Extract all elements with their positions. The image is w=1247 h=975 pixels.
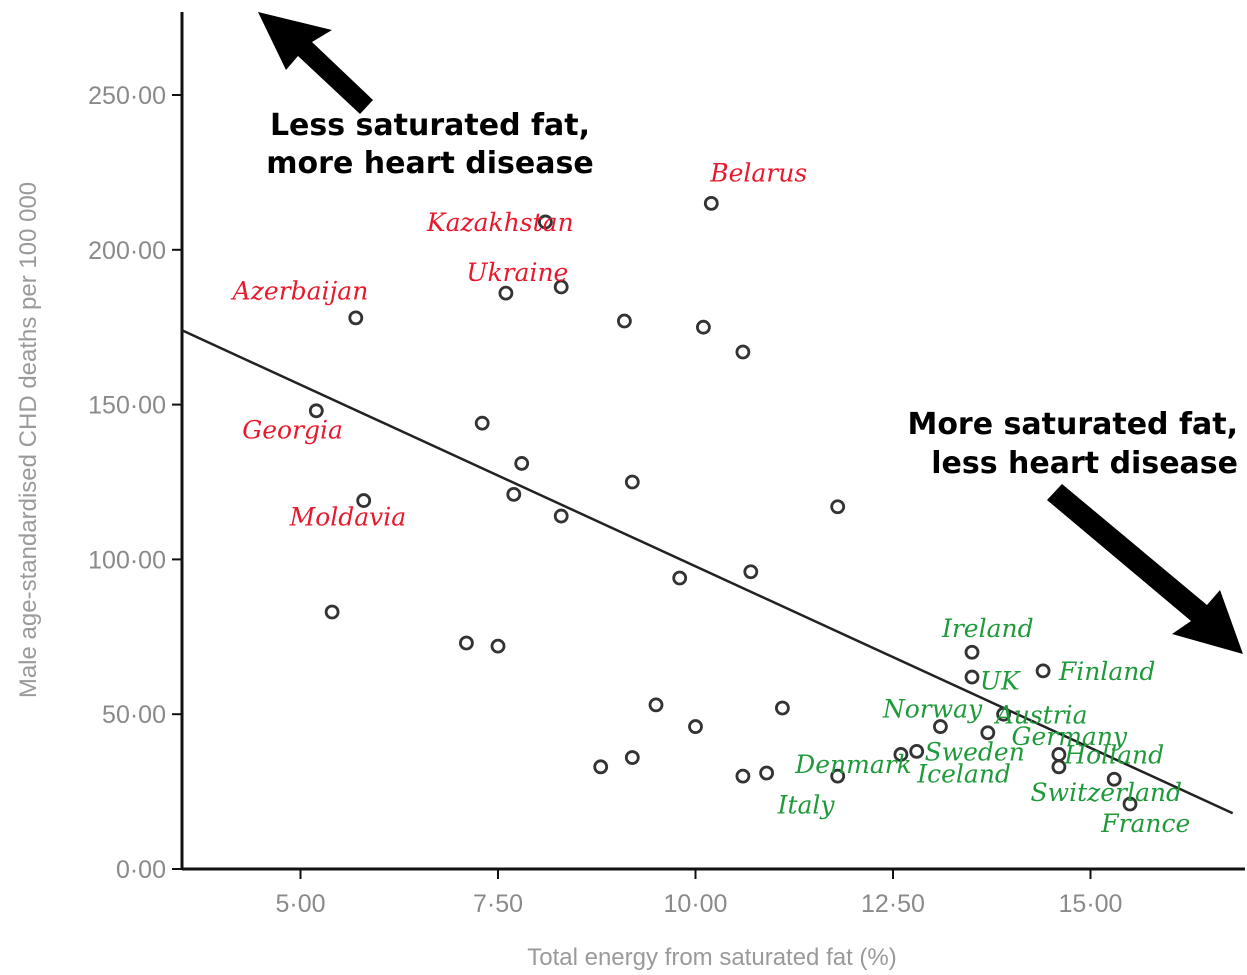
callout-more-fat-line2: less heart disease	[931, 446, 1238, 481]
data-point	[980, 725, 996, 741]
data-point	[324, 604, 340, 620]
data-points	[308, 195, 1138, 812]
country-label: Denmark	[794, 750, 912, 779]
data-point	[648, 697, 664, 713]
trend-line	[181, 329, 1234, 815]
x-axis-title: Total energy from saturated fat (%)	[527, 944, 897, 971]
chart-axes	[172, 12, 1245, 879]
y-tick-label: 200·00	[88, 237, 166, 265]
data-point	[1122, 796, 1138, 812]
data-point	[617, 313, 632, 329]
country-label: Finland	[1058, 657, 1155, 686]
data-point	[553, 279, 569, 295]
data-point	[688, 719, 703, 734]
data-point	[498, 285, 514, 301]
data-point	[490, 638, 506, 654]
callout-less-fat: Less saturated fat, more heart disease	[266, 108, 593, 181]
data-point	[356, 493, 372, 508]
data-point	[703, 195, 719, 211]
data-point	[474, 415, 490, 431]
data-point	[696, 319, 711, 335]
country-label: Austria	[994, 700, 1088, 729]
y-tick-label: 250·00	[88, 82, 166, 110]
y-tick-label: 50·00	[102, 701, 166, 729]
country-label: Germany	[1012, 722, 1128, 751]
y-tick-label: 0·00	[116, 856, 166, 884]
tick-labels: 0·00 50·00 100·00 150·00 200·00 250·00 5·00 7·5…	[88, 82, 1122, 918]
data-point	[735, 768, 751, 784]
data-point	[348, 310, 364, 326]
data-point	[308, 403, 324, 419]
data-point	[593, 759, 609, 775]
x-tick-label: 5·00	[275, 890, 325, 918]
arrow-up-left-icon	[258, 12, 373, 114]
data-point	[830, 768, 846, 784]
country-label: Ireland	[941, 614, 1034, 643]
callout-less-fat-line2: more heart disease	[266, 146, 593, 181]
country-label: Norway	[882, 694, 983, 723]
trendline	[181, 329, 1234, 815]
y-tick-label: 100·00	[88, 546, 166, 574]
country-label: Kazakhstan	[426, 208, 574, 237]
callout-less-fat-line1: Less saturated fat,	[270, 108, 590, 143]
callout-more-fat-line1: More saturated fat,	[907, 407, 1238, 442]
data-point	[933, 719, 948, 734]
arrow-down-right-icon	[1047, 484, 1243, 654]
data-point	[538, 214, 553, 230]
data-point	[775, 700, 790, 716]
data-point	[514, 456, 530, 471]
y-tick-label: 150·00	[88, 392, 166, 420]
y-axis-title: Male age-standardised CHD deaths per 100…	[15, 182, 42, 698]
callout-more-fat: More saturated fat, less heart disease	[907, 407, 1238, 481]
country-label: Holland	[1063, 741, 1164, 770]
country-label: Azerbaijan	[231, 276, 369, 305]
country-label: Moldavia	[289, 502, 407, 531]
data-point	[909, 743, 925, 759]
data-point	[506, 486, 522, 502]
x-tick-label: 10·00	[664, 890, 728, 918]
data-point	[624, 750, 640, 765]
data-point	[743, 564, 759, 580]
data-point	[735, 344, 751, 360]
data-point	[1051, 759, 1067, 775]
data-point	[553, 508, 569, 524]
x-tick-label: 7·50	[473, 890, 523, 918]
data-point	[830, 499, 846, 515]
country-label: Italy	[777, 790, 836, 819]
data-point	[759, 765, 774, 781]
country-label: Switzerland	[1031, 778, 1183, 807]
data-point	[672, 570, 688, 586]
country-label: Ukraine	[466, 258, 568, 287]
country-label: Georgia	[242, 416, 343, 445]
country-label: Sweden	[925, 738, 1025, 767]
data-point	[964, 669, 980, 685]
country-label: Iceland	[916, 759, 1011, 788]
country-label: Belarus	[709, 159, 807, 188]
data-point	[458, 635, 474, 651]
data-point	[964, 644, 980, 660]
x-tick-label: 12·50	[861, 890, 925, 918]
data-point	[893, 747, 909, 762]
country-label: UK	[980, 666, 1021, 695]
data-point	[1035, 663, 1051, 679]
direction-arrows	[258, 12, 1243, 654]
x-tick-label: 15·00	[1059, 890, 1123, 918]
data-point	[1106, 771, 1122, 787]
country-label: France	[1100, 809, 1190, 838]
data-point	[996, 706, 1011, 722]
data-point	[624, 474, 640, 490]
country-labels: Belarus Kazakhstan Ukraine Azerbaijan Georgi…	[231, 159, 1191, 838]
